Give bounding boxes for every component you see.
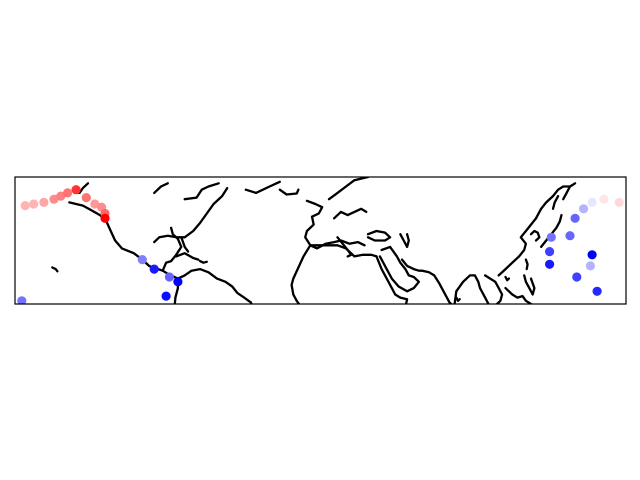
coastline-scandinavia [327, 177, 370, 201]
coastline-africa-west [290, 244, 312, 304]
coastline-japan [539, 213, 563, 249]
coastline-taiwan [524, 258, 529, 271]
scatter-point-17 [161, 291, 171, 301]
scatter-point-25 [587, 197, 597, 207]
scatter-point-3 [39, 197, 49, 207]
coastline-indochina [483, 274, 504, 304]
coastline-bay-of-bengal [453, 274, 490, 304]
scatter-point-26 [599, 194, 609, 204]
scatter-point-21 [545, 259, 555, 269]
coastline-indonesia [504, 286, 533, 304]
scatter-point-31 [592, 286, 602, 296]
coastline-iceland [278, 188, 300, 196]
scatter-point-20 [545, 247, 555, 257]
scatter-point-16 [173, 277, 183, 287]
coastline-yucatan-gulf [161, 226, 183, 272]
scatter-point-2 [29, 199, 39, 209]
scatter-point-6 [63, 188, 73, 198]
scatter-point-27 [614, 197, 624, 207]
coastline-hainan [504, 275, 511, 282]
coastline-greenland [244, 180, 281, 195]
coastline-south-america-north [176, 267, 253, 304]
scatter-point-29 [585, 261, 596, 271]
coastline-red-sea [375, 255, 409, 304]
scatter-point-1 [20, 201, 30, 211]
scatter-point-7 [71, 185, 81, 195]
coastline-north-america-arctic [183, 182, 220, 201]
coastline-kamchatka [562, 182, 577, 201]
scatter-point-8 [81, 193, 91, 203]
coastline-baltic [332, 207, 368, 220]
coastline-korea [529, 229, 541, 242]
scatter-point-30 [572, 272, 582, 282]
scatter-point-12 [100, 213, 110, 223]
coastline-florida [180, 236, 190, 253]
coastline-uk [305, 199, 324, 218]
scatter-point-14 [149, 264, 159, 274]
coastline-caspian [399, 233, 410, 249]
scatter-points [17, 185, 624, 304]
scatter-point-19 [546, 232, 556, 242]
scatter-point-13 [137, 255, 147, 265]
coastline-north-america-east [153, 186, 229, 244]
scatter-point-23 [570, 213, 580, 223]
coastline-arabia [378, 245, 421, 293]
scatter-point-22 [565, 231, 575, 241]
coastline-cuba [175, 252, 200, 261]
coastline-north-america-west [68, 201, 164, 272]
coastline-sri-lanka [455, 296, 461, 302]
coastline-china-east [497, 217, 538, 277]
scatter-point-15 [164, 272, 174, 282]
coastlines [51, 177, 577, 304]
coastline-hudson [153, 182, 169, 195]
coastline-hispaniola [198, 259, 208, 264]
coastline-south-asia [421, 269, 453, 304]
map-frame [14, 176, 627, 305]
coastline-sakhalin [551, 194, 560, 210]
scatter-point-24 [579, 204, 589, 214]
coastline-black-sea [366, 229, 392, 242]
coastline-philippines [523, 274, 536, 296]
coastline-persian-gulf [400, 258, 424, 272]
scatter-point-28 [587, 250, 597, 260]
coastline-hawaii [51, 266, 59, 273]
coastline-africa-north [309, 244, 378, 258]
coastline-russia-pacific [534, 185, 572, 220]
scatter-point-18 [17, 296, 27, 304]
